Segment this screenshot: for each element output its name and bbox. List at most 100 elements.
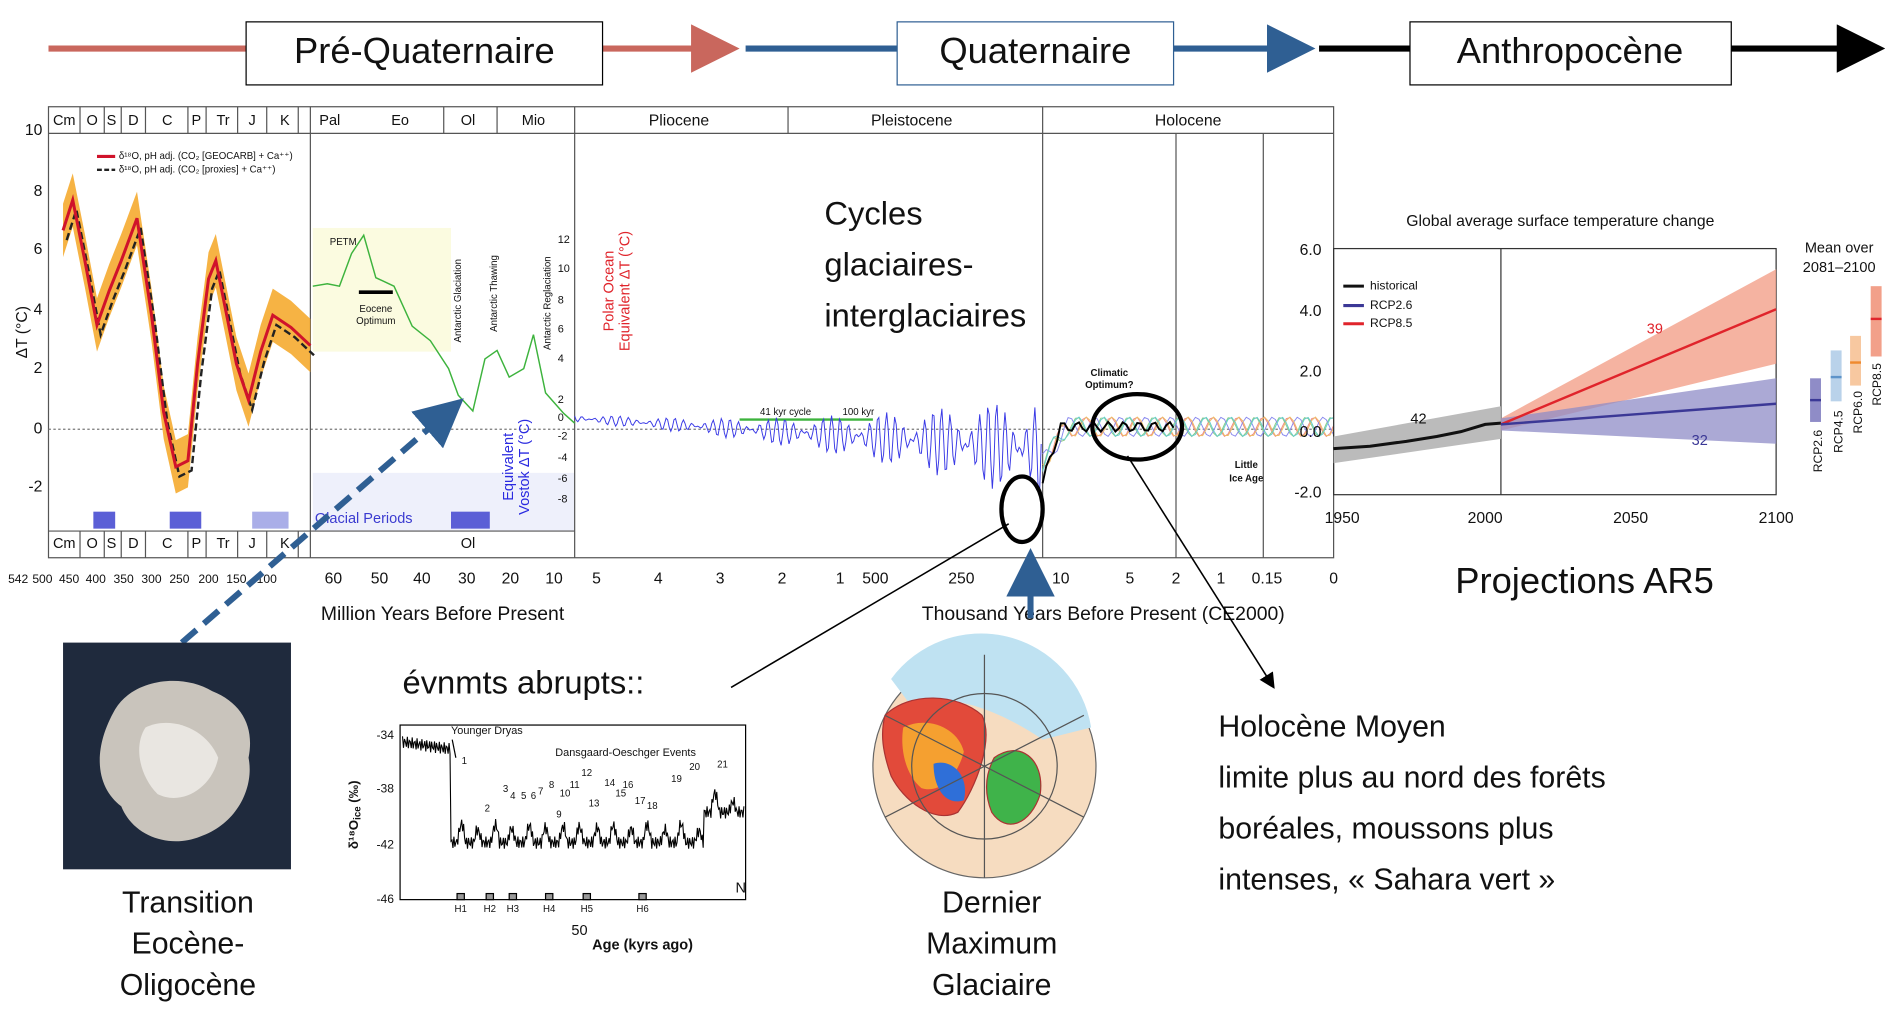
era-label: Ol [461,113,476,129]
meridian [884,714,1085,818]
era-label: C [162,113,173,129]
range-bar [1850,335,1861,386]
polar-tick-label: 10 [558,263,570,275]
vostok-axis-label: Vostok ΔT (°C) [517,419,533,515]
main-chart: ΔT (°C) δ¹⁸O, pH adj. (CO₂ [GEOCARB] + C… [8,106,1338,625]
x-axis-label: Million Years Before Present [321,603,565,625]
annotation: Antarctic Thawing [489,255,500,332]
era-label: S [107,113,117,129]
event-label: 8 [549,780,554,791]
heinrich-marker [485,892,495,901]
heinrich-label: H3 [507,904,519,915]
pointer [451,739,457,758]
y-tick-label: 4.0 [1300,303,1322,320]
heinrich-label: H4 [543,904,556,915]
event-label: 4 [510,791,516,802]
x-tick-label: 3 [716,571,725,588]
note-line: glaciaires- [824,245,973,282]
event-label: 21 [717,760,728,771]
holocene-line [1042,416,1335,467]
annotation: Little [1235,460,1259,471]
era-label: C [162,536,173,552]
era-label: Pliocene [649,112,710,129]
annotation: Antarctic Reglaciation [543,256,554,350]
x-tick-label: 250 [948,571,975,588]
x-tick-label: 1 [1216,571,1225,588]
polar-tick-label: 4 [558,353,564,365]
note-line: limite plus au nord des forêts [1218,762,1605,795]
polar-tick-label: -2 [558,430,568,442]
x-tick-label: 50 [571,923,587,939]
event-label: 1 [462,756,467,767]
holocene-line [1042,417,1334,470]
y-tick-label: -38 [377,782,395,796]
event-label: 19 [671,774,682,785]
frame [399,724,747,901]
x-tick-label: 10 [545,571,563,588]
era-label: Pal [319,113,340,129]
holocene-mean [1041,420,1175,484]
connector [730,523,1010,689]
annotation: Mean over [1805,240,1874,256]
heinrich-marker [508,892,518,901]
x-tick-label: 350 [114,572,134,586]
caption: Transition [122,886,254,919]
y-tick-label: -2 [28,479,42,496]
glacial-box [312,472,575,532]
vostok-axis-label: Equivalent [501,433,517,501]
x-tick-label: 0.15 [1252,571,1283,588]
rcp85-line [1500,308,1777,426]
event-label: 18 [647,801,658,812]
event-label: 20 [689,762,700,773]
note-line: Holocène Moyen [1218,711,1445,744]
era-label: S [107,536,117,552]
x-tick-label: 250 [169,572,189,586]
band [1500,378,1777,444]
y-tick-label: 8 [34,183,43,200]
era-label: D [128,113,139,129]
note-line: Cycles [824,194,922,231]
highlight [999,474,1045,545]
x-axis-label: Thousand Years Before Present (CE2000) [922,603,1285,625]
annotation: 42 [1410,411,1426,427]
caption: Maximum [926,928,1057,961]
y-tick-label: 0 [34,420,43,437]
y-tick-label: -34 [377,728,395,742]
annotation: Optimum? [1085,380,1134,391]
polar-tick-label: 8 [558,295,564,307]
x-tick-label: 1950 [1325,510,1360,527]
era-label: P [192,113,202,129]
y-tick-label: 0.0 [1300,424,1322,441]
annotation: 100 kyr [842,407,875,418]
event-label: 6 [531,791,536,802]
frame [1333,247,1777,496]
y-label-unit: (‰) [346,780,361,806]
flow-label: Quaternaire [939,30,1131,71]
rcp26-line [1500,402,1777,426]
isotope-line [401,736,745,849]
x-tick-label: 200 [198,572,218,586]
ice-core-chart: évnmts abrupts:: δ¹⁸Oice (‰) Younger Dry… [346,664,747,954]
x-tick-label: 400 [86,572,106,586]
band [1500,269,1777,431]
event-label: 11 [570,780,580,791]
ocean [891,633,1092,740]
annotation: 2081–2100 [1803,260,1876,276]
flow-label: Pré-Quaternaire [294,30,555,71]
scenario-label: RCP8.5 [1870,363,1884,406]
annotation: Antarctic Glaciation [453,259,464,342]
scenario-label: RCP4.5 [1831,410,1845,453]
heinrich-label: H5 [581,904,593,915]
legend-label: δ¹⁸O, pH adj. (CO₂ [GEOCARB] + Ca⁺⁺) [119,151,293,162]
era-label: K [280,536,290,552]
y-tick-label: 2 [34,360,43,377]
event-label: 3 [503,784,508,795]
event-label: 10 [560,789,571,800]
flow-box [1409,21,1732,86]
annotation: Eocene [359,304,392,315]
annotation: Dansgaard-Oeschger Events [555,747,696,759]
y-label: δ¹⁸O [346,820,361,849]
y-label-sub: ice [352,806,363,820]
era-label: Pleistocene [871,112,953,129]
y-tick-label: -46 [377,892,395,906]
